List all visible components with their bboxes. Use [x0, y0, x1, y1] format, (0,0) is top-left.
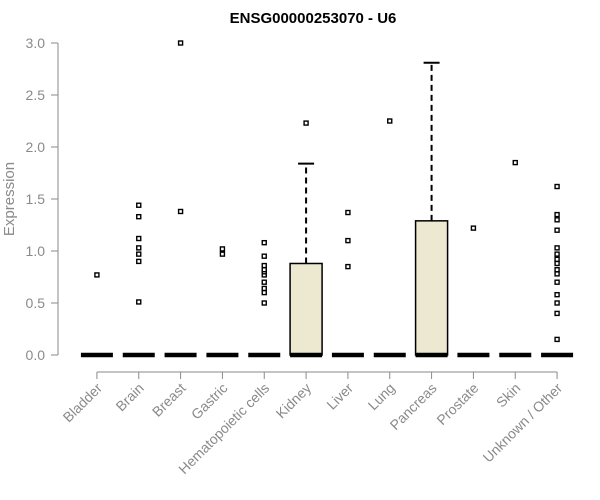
box-breast — [164, 40, 197, 358]
iqr-box — [414, 220, 449, 356]
outlier-point — [136, 235, 142, 242]
boxes-group — [80, 40, 574, 358]
outlier-point — [554, 267, 560, 273]
box-lung — [373, 118, 406, 358]
x-tick-label: Breast — [149, 380, 189, 420]
outlier-point — [136, 258, 142, 265]
outlier-point — [136, 202, 142, 208]
outlier-point — [136, 299, 142, 305]
outlier-point — [345, 263, 351, 270]
outlier-point — [554, 300, 560, 306]
outlier-point — [345, 237, 351, 244]
y-tick-label: 0.5 — [26, 295, 46, 311]
outlier-point — [94, 272, 100, 278]
outlier-point — [470, 225, 477, 231]
outlier-point — [554, 211, 560, 218]
y-tick-label: 0.0 — [26, 347, 46, 363]
outlier-point — [512, 159, 518, 166]
outlier-point — [303, 120, 309, 126]
outlier-point — [261, 262, 267, 269]
outlier-point — [219, 246, 226, 252]
box-liver — [331, 209, 364, 358]
x-tick-label: Brain — [112, 380, 146, 414]
outlier-point — [554, 245, 560, 251]
box-hematopoietic-cells — [248, 239, 281, 358]
outlier-point — [136, 251, 142, 257]
outlier-point — [261, 300, 267, 306]
outlier-point — [554, 251, 560, 257]
outlier-point — [554, 310, 560, 317]
box-bladder — [80, 272, 113, 358]
outlier-point — [219, 251, 226, 257]
box-pancreas — [414, 61, 449, 358]
outlier-point — [554, 183, 560, 190]
box-kidney — [289, 120, 323, 358]
outlier-point — [554, 256, 560, 263]
x-tick-label: Prostate — [433, 380, 481, 428]
outlier-point — [261, 239, 267, 246]
box-prostate — [457, 225, 490, 358]
y-tick-label: 1.0 — [26, 243, 46, 259]
box-brain — [122, 202, 155, 358]
y-tick-label: 2.0 — [26, 139, 46, 155]
outlier-point — [554, 260, 560, 267]
y-tick-label: 3.0 — [26, 35, 46, 51]
x-tick-label: Skin — [493, 380, 524, 411]
y-axis-label: Expression — [1, 162, 18, 236]
outlier-point — [177, 40, 184, 46]
outlier-point — [554, 279, 560, 285]
x-tick-label: Lung — [365, 380, 398, 413]
outlier-point — [554, 271, 560, 277]
outlier-point — [261, 285, 267, 292]
box-unknown-other — [541, 183, 574, 358]
box-skin — [499, 159, 532, 358]
outlier-point — [261, 279, 267, 285]
outlier-point — [554, 217, 560, 223]
outlier-point — [261, 289, 267, 296]
outlier-point — [554, 336, 560, 343]
x-tick-label: Kidney — [273, 380, 315, 422]
x-tick-label: Liver — [323, 380, 356, 413]
x-tick-label: Unknown / Other — [480, 380, 566, 466]
outlier-point — [554, 291, 560, 298]
y-tick-label: 1.5 — [26, 191, 46, 207]
outlier-point — [387, 118, 393, 124]
y-tick-label: 2.5 — [26, 87, 46, 103]
iqr-box — [289, 262, 323, 356]
x-tick-label: Pancreas — [387, 380, 440, 433]
outlier-point — [261, 267, 267, 273]
y-axis: 0.0 0.5 1.0 1.5 2.0 2.5 3.0 — [26, 35, 59, 363]
chart-title: ENSG00000253070 - U6 — [230, 10, 397, 27]
outlier-point — [261, 253, 267, 259]
outlier-point — [554, 227, 560, 233]
outlier-point — [177, 208, 184, 215]
outlier-point — [345, 209, 351, 216]
outlier-point — [136, 213, 142, 220]
box-gastric — [206, 246, 239, 358]
x-tick-label: Bladder — [60, 380, 106, 426]
outlier-point — [136, 245, 142, 251]
